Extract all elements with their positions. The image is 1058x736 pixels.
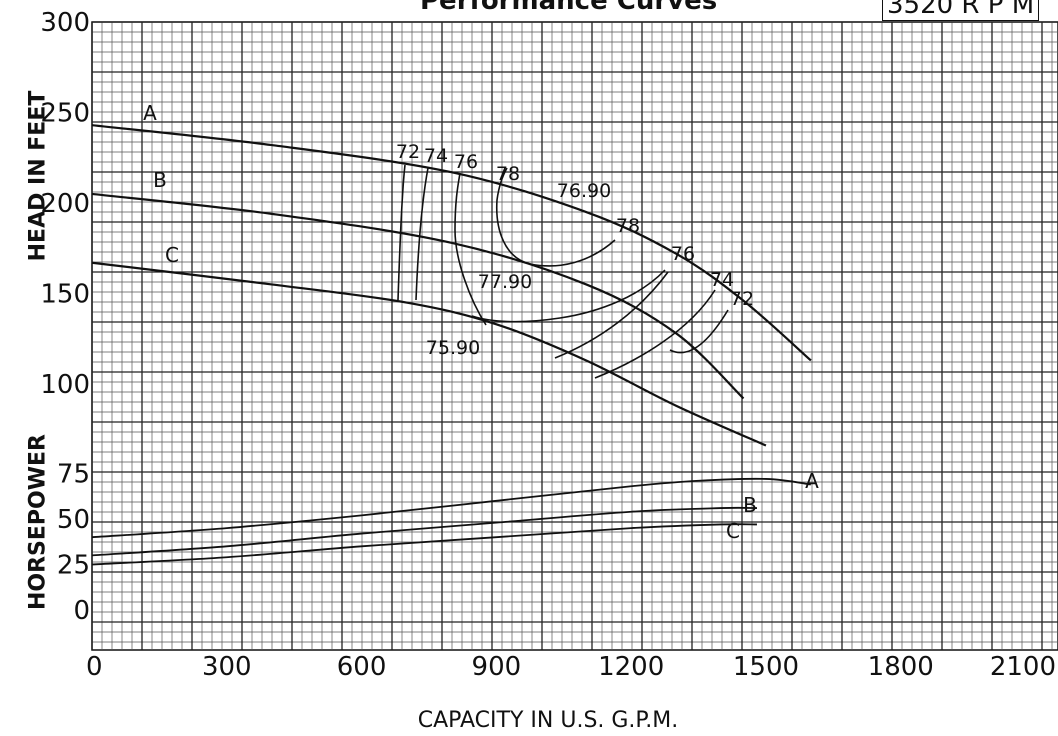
efficiency-contour (415, 167, 429, 301)
efficiency-label: 72 (730, 288, 754, 310)
head-tick-label: 200 (40, 189, 90, 219)
efficiency-label: 78 (496, 163, 520, 185)
head-tick-label: 100 (40, 370, 90, 400)
efficiency-contour (594, 289, 716, 379)
x-tick-label: 1200 (598, 652, 664, 682)
y-axis-label-head: HEAD IN FEET (25, 90, 51, 262)
x-tick-label: 2100 (990, 652, 1056, 682)
hp-curve-label-a: A (805, 469, 819, 493)
efficiency-label: 78 (616, 215, 640, 237)
head-curve-label-b: B (153, 168, 167, 192)
hp-tick-label: 0 (73, 596, 90, 626)
hp-tick-label: 75 (57, 460, 90, 490)
x-tick-label: 1500 (733, 652, 799, 682)
efficiency-contour (495, 167, 616, 267)
head-curve-a (91, 124, 812, 362)
efficiency-contour (554, 271, 669, 359)
x-tick-label: 600 (337, 652, 387, 682)
y-axis-label-horsepower: HORSEPOWER (25, 434, 51, 610)
head-curve-label-a: A (143, 101, 157, 125)
head-tick-label: 150 (40, 280, 90, 310)
x-tick-label: 1800 (868, 652, 934, 682)
x-tick-label: 900 (472, 652, 522, 682)
hp-curve-a (91, 477, 811, 539)
hp-curve-c (91, 523, 757, 566)
grid-minor (92, 22, 1058, 650)
efficiency-label: 74 (424, 145, 448, 167)
efficiency-label: 72 (396, 141, 420, 163)
efficiency-label: 77.90 (478, 271, 532, 293)
efficiency-label: 76.90 (557, 180, 611, 202)
x-axis-label: CAPACITY IN U.S. G.P.M. (417, 708, 679, 733)
hp-curve-b (91, 506, 757, 557)
rpm-label: 3520 R P M (882, 0, 1040, 21)
head-tick-label: 250 (40, 99, 90, 129)
x-tick-label: 300 (202, 652, 252, 682)
head-curve-b (91, 192, 745, 400)
hp-tick-label: 25 (57, 551, 90, 581)
chart-title: Performance Curves (420, 0, 718, 16)
hp-tick-label: 50 (57, 505, 90, 535)
efficiency-label: 76 (671, 243, 695, 265)
efficiency-label: 74 (710, 269, 734, 291)
grid-major (91, 21, 1058, 650)
efficiency-contour (397, 164, 406, 301)
hp-curve-label-b: B (743, 493, 757, 517)
plot-area (91, 21, 1058, 651)
hp-curve-label-c: C (726, 519, 740, 543)
efficiency-contour (471, 269, 666, 323)
efficiency-label: 76 (454, 151, 478, 173)
efficiency-label: 75.90 (426, 337, 480, 359)
efficiency-contour (669, 309, 729, 354)
head-curve-label-c: C (165, 243, 179, 267)
x-tick-label: 0 (86, 652, 103, 682)
efficiency-contour (454, 172, 487, 326)
head-tick-label: 300 (40, 8, 90, 38)
